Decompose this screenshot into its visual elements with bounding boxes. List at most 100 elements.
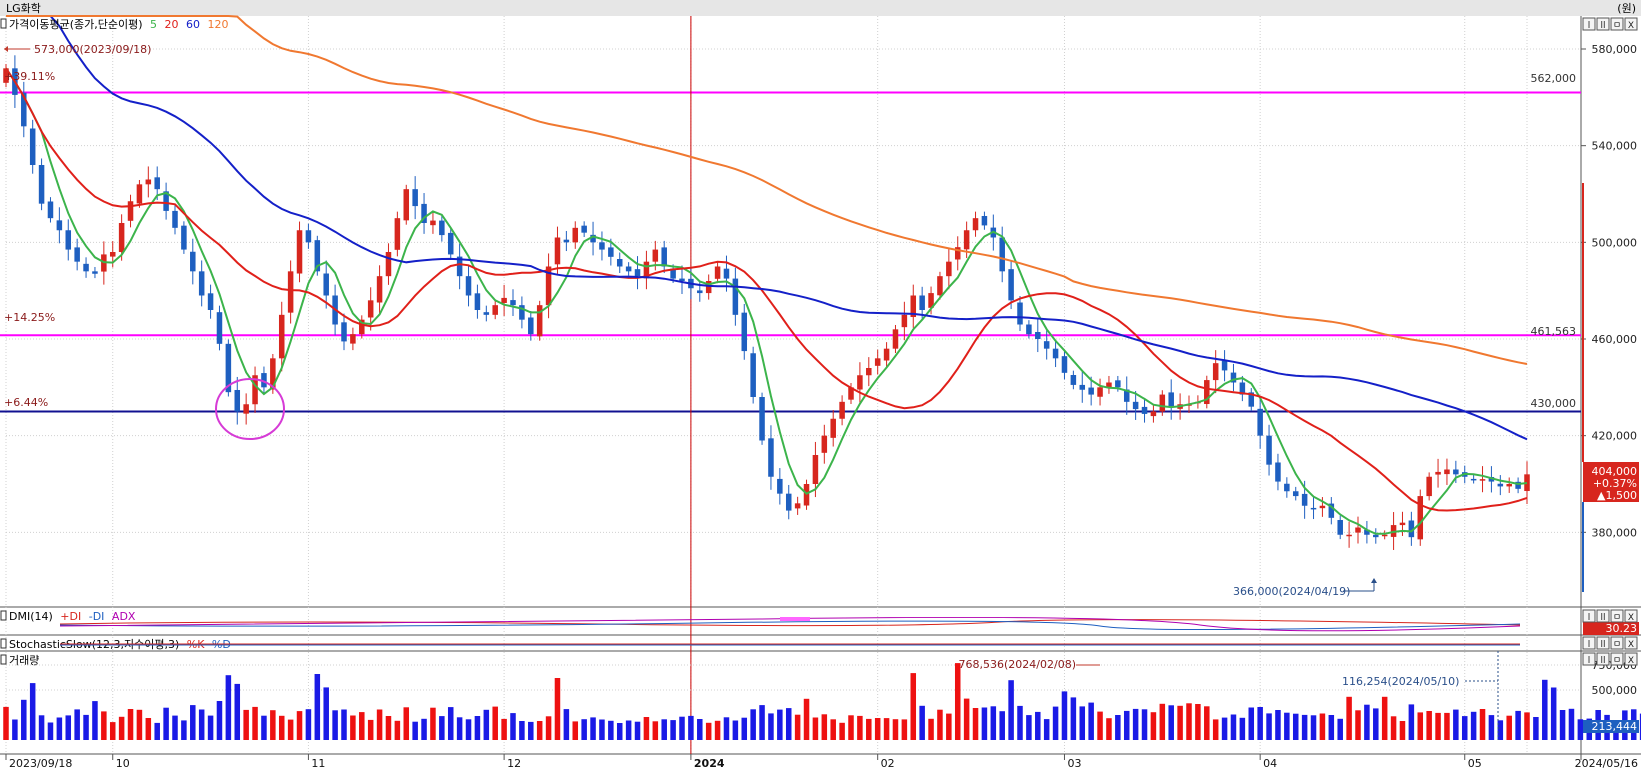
- candle-body: [163, 191, 169, 211]
- volume-bar: [65, 715, 72, 740]
- candle-body: [759, 397, 765, 441]
- candle: [1399, 511, 1406, 536]
- volume-bar: [1230, 714, 1237, 740]
- candle: [430, 211, 436, 234]
- candle: [56, 207, 63, 244]
- volume-bar: [474, 716, 481, 740]
- volume-max-label: 768,536(2024/02/08): [959, 658, 1076, 671]
- volume-bar: [937, 709, 943, 740]
- volume-bar: [1577, 719, 1584, 740]
- candle: [545, 253, 552, 319]
- panel-toggle-icon[interactable]: [0, 18, 7, 29]
- candle-body: [421, 203, 427, 223]
- pct-label-3: +6.44%: [4, 396, 48, 409]
- candle: [759, 392, 765, 445]
- candle-body: [350, 334, 356, 344]
- candle: [1435, 458, 1441, 488]
- volume-bar: [1079, 706, 1086, 740]
- candle: [1292, 486, 1299, 501]
- candle-body: [954, 247, 961, 260]
- price-tick-label: 540,000: [1592, 140, 1638, 153]
- volume-bar: [545, 716, 552, 740]
- highlight-circle: [215, 378, 285, 440]
- window-button-box: [1610, 17, 1624, 31]
- volume-bar: [1559, 710, 1566, 740]
- candle-body: [545, 266, 552, 306]
- volume-bar: [127, 709, 134, 740]
- current-change-pct: +0.37%: [1593, 477, 1637, 490]
- volume-bar: [892, 719, 899, 740]
- panel-window-button[interactable]: ㅁ: [1610, 636, 1624, 650]
- candle-body: [794, 503, 801, 509]
- volume-bar: [92, 701, 98, 740]
- x-axis: 2023/09/18 10 11 12 2024 02 03 04 05 2024/05/16: [5, 754, 1638, 770]
- volume-bar: [1132, 708, 1139, 740]
- candle: [901, 301, 908, 341]
- volume-bar: [1035, 711, 1041, 740]
- panel-window-button[interactable]: l: [1582, 609, 1596, 623]
- panel-window-button[interactable]: ll: [1596, 636, 1610, 650]
- panel-window-button[interactable]: l: [1582, 636, 1596, 650]
- candle-body: [412, 189, 418, 207]
- panel-window-button[interactable]: ll: [1596, 652, 1610, 666]
- volume-bar: [812, 717, 819, 740]
- panel-window-button[interactable]: l: [1582, 652, 1596, 666]
- candle: [83, 257, 89, 278]
- candle: [954, 236, 961, 271]
- candle-body: [225, 343, 232, 393]
- candle-body: [1506, 484, 1512, 487]
- candle: [1337, 515, 1343, 540]
- candle: [483, 305, 490, 322]
- candle-body: [1399, 522, 1406, 526]
- panel-toggle-icon[interactable]: [0, 610, 7, 621]
- candle: [536, 300, 543, 341]
- candle-body: [536, 305, 543, 337]
- volume-bars[interactable]: [3, 663, 1641, 740]
- panel-window-buttons[interactable]: l ll ㅁ Xl ll ㅁ Xl ll ㅁ Xl ll ㅁ X: [1582, 17, 1638, 666]
- panel-toggle-icon[interactable]: [0, 638, 7, 649]
- volume-bar: [652, 721, 659, 740]
- panel-window-button[interactable]: X: [1624, 17, 1638, 31]
- panel-window-button[interactable]: X: [1624, 636, 1638, 650]
- volume-bar: [1319, 713, 1326, 740]
- panel-window-button[interactable]: ㅁ: [1610, 17, 1624, 31]
- window-button-box: [1624, 652, 1638, 666]
- window-button-label: X: [1628, 613, 1634, 623]
- candle-body: [883, 348, 890, 361]
- candle-body: [1275, 462, 1281, 482]
- candle-body: [643, 261, 650, 279]
- volume-bar: [225, 675, 232, 740]
- panel-toggle-icon[interactable]: [0, 654, 7, 665]
- volume-bar: [3, 706, 9, 740]
- candle: [1043, 330, 1050, 360]
- horizontal-lines[interactable]: [0, 91, 1581, 413]
- volume-bar: [1275, 710, 1281, 740]
- candle: [1026, 320, 1032, 339]
- volume-bar: [163, 707, 169, 740]
- candle-body: [785, 493, 792, 511]
- panel-window-button[interactable]: X: [1624, 609, 1638, 623]
- panel-window-button[interactable]: ㅁ: [1610, 652, 1624, 666]
- candle: [910, 284, 917, 328]
- moving-average-lines[interactable]: [5, 15, 1528, 535]
- low-label: 366,000(2024/04/19): [1233, 585, 1350, 598]
- candle: [1257, 395, 1263, 449]
- candle-body: [1346, 534, 1352, 537]
- window-button-box: [1582, 609, 1596, 623]
- window-button-box: [1610, 652, 1624, 666]
- volume-bar: [1479, 709, 1486, 740]
- candle: [465, 265, 472, 307]
- candle: [376, 265, 383, 314]
- panel-window-button[interactable]: ll: [1596, 609, 1610, 623]
- candle-body: [1497, 483, 1504, 487]
- panel-window-button[interactable]: ll: [1596, 17, 1610, 31]
- legend-ma5: 5: [150, 18, 157, 31]
- volume-bar: [323, 687, 329, 740]
- panel-window-button[interactable]: X: [1624, 652, 1638, 666]
- volume-bar: [981, 707, 988, 740]
- candle: [705, 274, 712, 300]
- panel-window-button[interactable]: ㅁ: [1610, 609, 1624, 623]
- ma5-line: [5, 67, 1528, 535]
- panel-window-button[interactable]: l: [1582, 17, 1596, 31]
